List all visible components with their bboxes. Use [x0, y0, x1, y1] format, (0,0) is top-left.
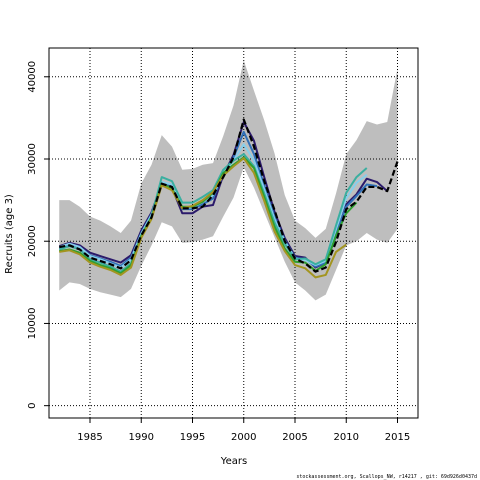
- x-axis-title: Years: [220, 456, 247, 467]
- footer-credit: stockassessment.org, Scallops_NW, r14217…: [296, 474, 477, 480]
- x-tick-label: 1990: [129, 432, 154, 443]
- y-axis-title: Recruits (age 3): [4, 194, 15, 274]
- y-tick-label: 0: [27, 402, 38, 408]
- plot-frame: [48, 47, 419, 419]
- x-tick-label: 2015: [385, 432, 410, 443]
- x-tick-label: 1995: [180, 432, 205, 443]
- y-tick-label: 30000: [27, 143, 38, 175]
- y-tick-label: 10000: [27, 308, 38, 340]
- axes: 1985 1990 1995 2000 2005 2010 2015 0 10000 20000 3…: [27, 47, 419, 443]
- x-tick-label: 2000: [231, 432, 256, 443]
- x-tick-label: 1985: [77, 432, 102, 443]
- x-tick-label: 2005: [282, 432, 307, 443]
- series-line-6: [59, 157, 347, 279]
- series-line-0: [59, 118, 399, 273]
- y-tick-label: 20000: [27, 225, 38, 257]
- y-tick-label: 40000: [27, 61, 38, 93]
- x-tick-label: 2010: [334, 432, 359, 443]
- confidence-band: [59, 60, 398, 301]
- plot-area: [49, 48, 418, 418]
